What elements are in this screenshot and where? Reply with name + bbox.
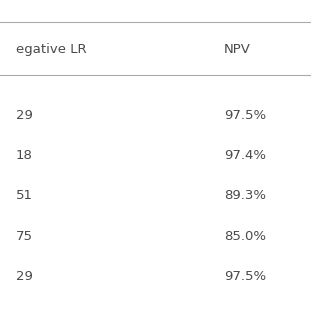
Text: 89.3%: 89.3% [224, 189, 266, 202]
Text: 75: 75 [16, 230, 33, 243]
Text: 97.5%: 97.5% [224, 109, 266, 122]
Text: 85.0%: 85.0% [224, 230, 266, 243]
Text: 97.4%: 97.4% [224, 149, 266, 162]
Text: NPV: NPV [224, 43, 251, 56]
Text: 97.5%: 97.5% [224, 270, 266, 283]
Text: 18: 18 [16, 149, 32, 162]
Text: 51: 51 [16, 189, 33, 202]
Text: egative LR: egative LR [16, 43, 86, 56]
Text: 29: 29 [16, 270, 32, 283]
Text: 29: 29 [16, 109, 32, 122]
